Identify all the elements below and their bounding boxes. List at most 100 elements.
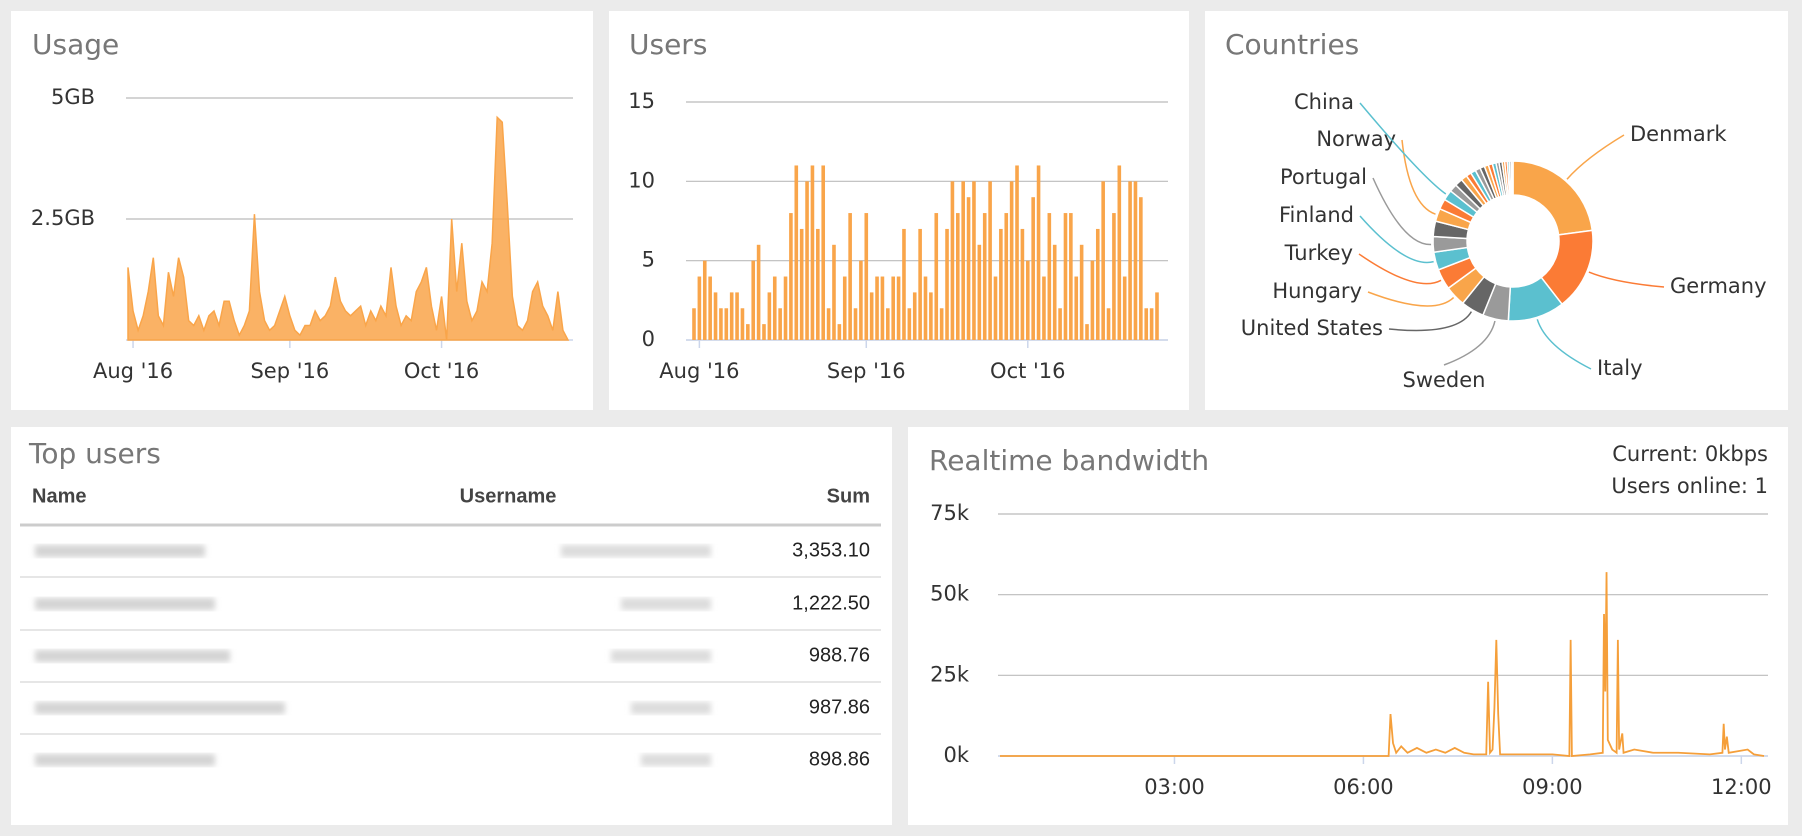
bar — [945, 228, 949, 340]
slice-label: Portugal — [1280, 165, 1367, 189]
slice-label: Finland — [1279, 203, 1354, 227]
y-tick-label: 75k — [930, 501, 970, 525]
sum-cell: 3,353.10 — [792, 539, 870, 561]
label-connector — [1359, 215, 1434, 264]
label-connector — [1443, 320, 1496, 366]
bar — [988, 181, 992, 340]
bar — [1047, 213, 1052, 340]
bar — [880, 276, 885, 340]
bar — [993, 276, 998, 340]
sum-cell: 898.86 — [809, 748, 870, 770]
label-connector — [1359, 102, 1447, 195]
bar — [719, 308, 723, 340]
countries-chart: Countries Denmark Germany Italy Sweden Unite… — [1225, 28, 1767, 392]
bar — [875, 276, 879, 340]
bar — [799, 228, 804, 340]
blurred-name — [35, 754, 215, 766]
bandwidth-line — [1000, 572, 1765, 757]
slice-label: Norway — [1316, 127, 1396, 151]
blurred-username — [641, 754, 711, 766]
x-tick-label: 06:00 — [1333, 775, 1394, 799]
bar — [713, 292, 718, 340]
usage-area — [127, 115, 570, 341]
blurred-username — [611, 650, 711, 662]
bar — [1133, 181, 1138, 340]
slice-label: United States — [1241, 316, 1383, 340]
y-tick-label: 25k — [930, 662, 970, 686]
label-connector — [1388, 311, 1473, 332]
bar — [939, 308, 944, 340]
label-connector — [1588, 271, 1665, 288]
bar — [1063, 213, 1068, 340]
bar — [902, 228, 906, 340]
bar — [886, 308, 890, 340]
donut-slice — [1512, 160, 1594, 236]
bar — [1009, 181, 1014, 340]
bar — [891, 276, 895, 340]
bar — [961, 181, 965, 340]
x-tick-label: 09:00 — [1522, 775, 1583, 799]
bar — [1155, 292, 1159, 340]
bandwidth-panel: Realtime bandwidth Current: 0kbps Users … — [908, 427, 1788, 825]
bar — [697, 276, 702, 340]
users-panel: Users 0 5 10 15 Aug '16 Sep '16 Oct '16 — [609, 11, 1189, 410]
bar — [751, 260, 756, 340]
x-tick-label: Oct '16 — [990, 359, 1065, 383]
bar — [1117, 165, 1122, 340]
panel-title: Top users — [28, 437, 161, 470]
y-tick-label: 5GB — [51, 85, 95, 109]
bar — [977, 244, 982, 340]
bar — [789, 213, 793, 340]
slice-label: Hungary — [1272, 279, 1362, 303]
bar — [1052, 244, 1057, 340]
bar — [724, 308, 729, 340]
users-online: Users online: 1 — [1611, 474, 1768, 498]
panel-title: Countries — [1225, 28, 1359, 61]
usage-panel: Usage 2.5GB 5GB Aug '16 Sep '16 Oct '16 — [11, 11, 593, 410]
bar — [1128, 181, 1132, 340]
bar — [702, 260, 707, 340]
bar — [950, 181, 955, 340]
blurred-username — [561, 545, 711, 557]
blurred-username — [631, 702, 711, 714]
x-tick-label: 12:00 — [1711, 775, 1772, 799]
column-header: Name — [32, 485, 86, 507]
slice-label: Turkey — [1284, 241, 1353, 265]
bar — [735, 292, 739, 340]
bar — [1079, 244, 1084, 340]
label-connector — [1372, 177, 1432, 246]
bar — [1085, 324, 1089, 340]
bar — [1031, 197, 1035, 340]
bar — [907, 308, 912, 340]
users-chart: Users 0 5 10 15 Aug '16 Sep '16 Oct '16 — [628, 28, 1168, 383]
bar — [1058, 308, 1062, 340]
panel-title: Users — [629, 28, 707, 61]
bar — [1069, 213, 1073, 340]
bar — [1122, 276, 1127, 340]
label-connector — [1358, 253, 1442, 285]
bar — [740, 308, 745, 340]
slice-label: Denmark — [1630, 122, 1727, 146]
bar — [756, 244, 761, 340]
usage-chart: Usage 2.5GB 5GB Aug '16 Sep '16 Oct '16 — [31, 28, 573, 383]
bar — [810, 165, 815, 340]
y-tick-label: 50k — [930, 582, 970, 606]
y-tick-label: 10 — [628, 168, 655, 192]
bar — [842, 276, 847, 340]
bar — [767, 292, 772, 340]
blurred-name — [35, 702, 285, 714]
y-tick-label: 0k — [943, 743, 969, 767]
blurred-name — [35, 598, 215, 610]
bar — [848, 213, 852, 340]
bar — [1139, 197, 1143, 340]
current-rate: Current: 0kbps — [1612, 442, 1768, 466]
bar — [918, 228, 922, 340]
blurred-username — [621, 598, 711, 610]
x-tick-label: 03:00 — [1144, 775, 1205, 799]
bar — [1106, 308, 1111, 340]
y-tick-label: 15 — [628, 89, 655, 113]
bar — [821, 165, 826, 340]
x-tick-label: Aug '16 — [93, 359, 173, 383]
x-tick-label: Sep '16 — [827, 359, 906, 383]
